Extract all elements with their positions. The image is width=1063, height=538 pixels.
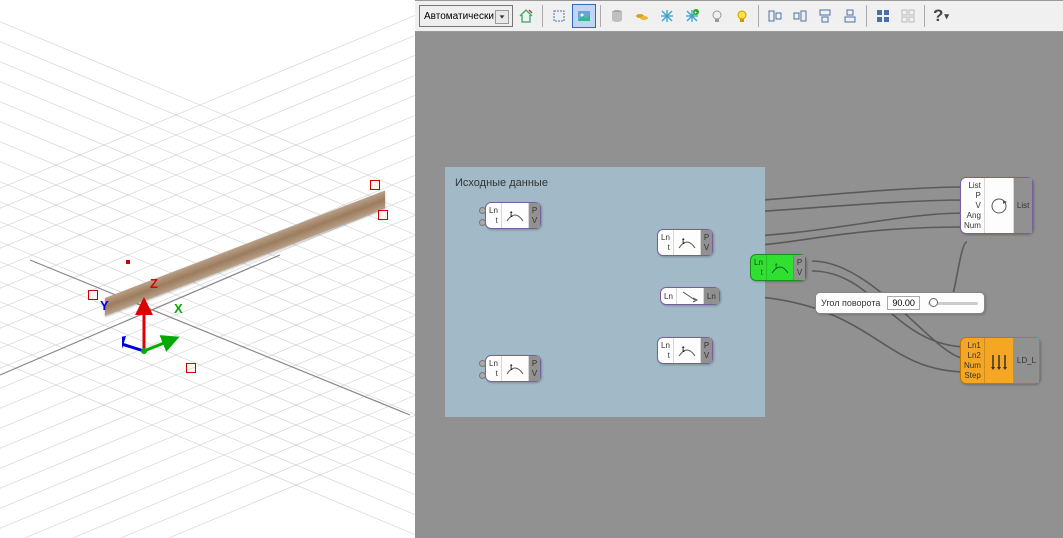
- marker[interactable]: [88, 290, 98, 300]
- output-ports: PV: [529, 203, 540, 228]
- port-grip[interactable]: [479, 207, 486, 214]
- database-icon[interactable]: [605, 4, 629, 28]
- port-grip[interactable]: [479, 372, 486, 379]
- rotate-list-node[interactable]: ListPVAngNum List: [960, 177, 1033, 234]
- align-right-icon[interactable]: [788, 4, 812, 28]
- viewport-3d[interactable]: Z X Y: [0, 0, 415, 538]
- node-icon: [984, 338, 1014, 383]
- output-ports: PV: [701, 230, 712, 255]
- svg-text:t: t: [775, 261, 778, 271]
- align-left-icon[interactable]: [763, 4, 787, 28]
- axis-gizmo[interactable]: Z X Y: [122, 296, 182, 356]
- home-icon[interactable]: [514, 4, 538, 28]
- output-ports: PV: [794, 255, 805, 280]
- coins-icon[interactable]: [630, 4, 654, 28]
- crop-icon[interactable]: [547, 4, 571, 28]
- input-ports: Lnt: [486, 203, 501, 228]
- axis-z-label: Z: [150, 276, 158, 291]
- curve-eval-node[interactable]: Lnt t PV: [485, 355, 541, 382]
- align-top-icon[interactable]: [813, 4, 837, 28]
- node-icon: t: [766, 255, 794, 280]
- output-ports: PV: [701, 338, 712, 363]
- image-icon[interactable]: [572, 4, 596, 28]
- node-icon: t: [673, 338, 701, 363]
- node-icon: t: [673, 230, 701, 255]
- group-title: Исходные данные: [455, 177, 755, 189]
- svg-text:t: t: [510, 209, 513, 219]
- port-grip[interactable]: [479, 219, 486, 226]
- bulb-on-icon[interactable]: [730, 4, 754, 28]
- slider-label: Угол поворота: [816, 298, 885, 308]
- slider-value[interactable]: 90.00: [887, 296, 920, 310]
- input-ports: Lnt: [658, 338, 673, 363]
- node-icon: [984, 178, 1014, 233]
- toolbar: Автоматически + ?▾: [415, 0, 1063, 32]
- display-mode-label: Автоматически: [424, 11, 494, 22]
- input-ports: ListPVAngNum: [961, 178, 984, 233]
- align-bottom-icon[interactable]: [838, 4, 862, 28]
- output-ports: Ln: [704, 288, 719, 304]
- curve-eval-node[interactable]: Lnt t PV: [657, 229, 713, 256]
- snowflake-plus-icon[interactable]: +: [680, 4, 704, 28]
- curve-eval-node-selected[interactable]: Lnt t PV: [750, 254, 806, 281]
- axis-x-label: X: [174, 301, 183, 316]
- ldl-node[interactable]: Ln1Ln2NumStep LD_L: [960, 337, 1040, 384]
- node-icon: t: [501, 203, 529, 228]
- output-ports: List: [1014, 178, 1032, 233]
- svg-text:+: +: [694, 11, 698, 17]
- grid-on-icon[interactable]: [871, 4, 895, 28]
- angle-slider[interactable]: Угол поворота 90.00: [815, 292, 985, 314]
- svg-text:t: t: [510, 362, 513, 372]
- curve-eval-node[interactable]: Lnt t PV: [485, 202, 541, 229]
- input-ports: Ln1Ln2NumStep: [961, 338, 984, 383]
- input-ports: Lnt: [751, 255, 766, 280]
- svg-text:t: t: [682, 344, 685, 354]
- output-ports: PV: [529, 356, 540, 381]
- display-mode-select[interactable]: Автоматически: [419, 5, 513, 27]
- marker[interactable]: [370, 180, 380, 190]
- input-ports: Ln: [661, 288, 676, 304]
- input-ports: Lnt: [658, 230, 673, 255]
- curve-eval-node[interactable]: Lnt t PV: [657, 337, 713, 364]
- help-icon[interactable]: ?▾: [929, 4, 953, 28]
- marker[interactable]: [126, 260, 130, 264]
- svg-text:t: t: [682, 236, 685, 246]
- slider-thumb[interactable]: [929, 298, 938, 307]
- node-icon: t: [501, 356, 529, 381]
- slider-track[interactable]: [928, 302, 978, 305]
- marker[interactable]: [378, 210, 388, 220]
- snowflake-icon[interactable]: [655, 4, 679, 28]
- port-grip[interactable]: [479, 360, 486, 367]
- bulb-off-icon[interactable]: [705, 4, 729, 28]
- node-canvas[interactable]: Исходные данные Lnt t PV Lnt t PV Ln Ln …: [415, 32, 1063, 538]
- line-node[interactable]: Ln Ln: [660, 287, 720, 305]
- grid-off-icon[interactable]: [896, 4, 920, 28]
- output-ports: LD_L: [1014, 338, 1039, 383]
- axis-y-label: Y: [100, 298, 109, 313]
- input-ports: Lnt: [486, 356, 501, 381]
- node-icon: [676, 288, 704, 304]
